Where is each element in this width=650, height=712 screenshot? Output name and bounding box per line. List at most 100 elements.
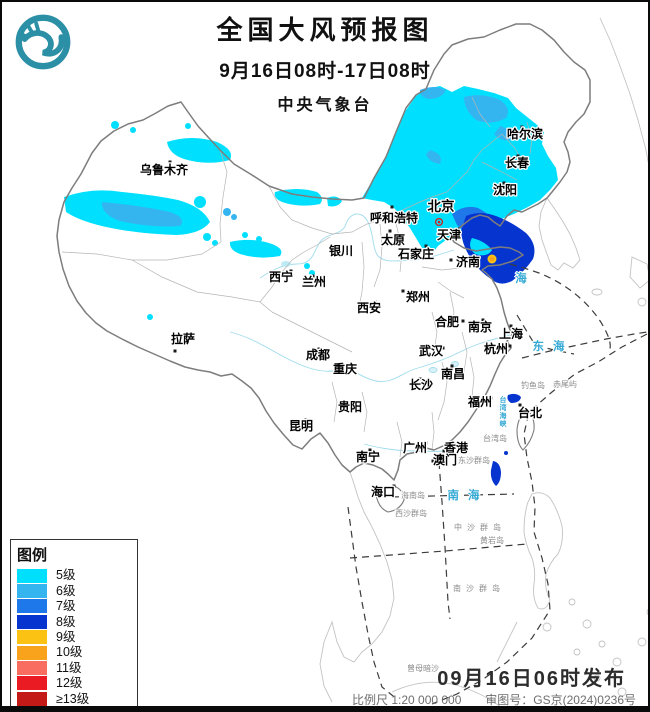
city-label: 长沙 [409,377,433,392]
city-label: 济南 [456,254,480,269]
dragon-logo-icon [15,14,71,70]
capital-marker [434,217,444,227]
sea-dashed-lines [347,263,648,705]
city-marker [424,441,428,445]
city-label-capital: 北京 [428,198,455,214]
city-label: 杭州 [484,341,508,356]
wind-patches [64,86,558,486]
city-marker [418,377,422,381]
city-marker [424,244,428,248]
city-marker [442,449,446,453]
city-marker [489,396,493,400]
legend-row: 12级 [17,676,131,691]
city-marker [456,227,460,231]
island-label: 钓鱼岛 [521,380,545,390]
city-label: 郑州 [406,289,430,304]
legend-swatch [17,568,47,583]
legend-swatch [17,661,47,676]
city-marker [168,160,172,164]
city-marker [289,269,293,273]
city-label: 天津 [437,227,461,242]
city-marker [518,403,522,407]
island-label: 赤尾屿 [553,380,577,389]
city-label: 沈阳 [493,182,517,197]
legend-row: 7级 [17,599,131,614]
publish-time: 09月16日06时发布 [437,668,626,690]
legend-label: 11级 [56,660,82,675]
city-label: 成都 [306,347,330,362]
city-label: 西宁 [269,269,293,284]
approval-label: 审图号：GS京(2024)0236号 [485,693,636,707]
island-label: 台湾岛 [483,433,507,443]
city-label: 呼和浩特 [370,210,418,225]
city-label: 昆明 [289,419,313,433]
island-label: 东沙群岛 [458,455,490,465]
legend-row: 9级 [17,630,131,645]
city-label: 西安 [357,300,381,315]
city-marker [520,125,524,129]
legend-box: 图例 5级 6级 7级 8级 9级 10级 11级 12级 ≥13级 [10,539,138,706]
legend-label: 9级 [56,630,76,644]
city-label: 澳门 [433,452,457,467]
city-marker [508,344,512,348]
legend-title: 图例 [17,547,48,564]
legend-row: 11级 [17,660,131,676]
city-marker [342,244,346,248]
city-marker [441,346,445,350]
city-label: 拉萨 [171,331,195,346]
island-label: 西沙群岛 [395,508,427,518]
sea-label: 海 [515,271,527,285]
legend-row: 6级 [17,583,131,599]
map-meta-row: 比例尺 1:20 000 000 审图号：GS京(2024)0236号 [352,691,636,707]
legend-label: 6级 [56,583,76,598]
city-marker [311,274,315,278]
island-label: 曾母暗沙 [407,663,439,673]
city-label: 南昌 [441,366,465,381]
island-label: 海南岛 [401,490,425,500]
city-label: 长春 [505,155,530,170]
rivers [229,213,511,452]
city-label: 太原 [381,232,405,247]
legend-swatch [17,691,47,706]
city-marker [449,258,453,262]
province-borders [61,96,533,458]
city-marker [431,459,435,463]
china-border [56,23,591,513]
legend-swatch [17,630,47,645]
city-marker [390,205,394,209]
legend-label: 10级 [56,645,83,660]
city-label: 乌鲁木齐 [140,162,189,177]
legend-row: 8级 [17,614,131,629]
city-label: 兰州 [302,274,326,289]
legend-label: ≥13级 [56,691,90,706]
city-marker [368,448,372,452]
city-label: 重庆 [333,361,357,376]
city-label: 海口 [371,484,395,499]
city-marker [502,181,506,185]
foreign-coasts [319,17,648,706]
city-marker [304,418,308,422]
city-label: 南宁 [356,449,380,464]
city-marker [392,484,396,488]
legend-row: 5级 [17,568,131,583]
island-label: 黄岩岛 [480,535,504,545]
legend-swatch [17,645,47,660]
city-marker [173,349,177,353]
city-marker [317,347,321,351]
legend-row: ≥13级 [17,691,131,706]
sea-label: 南海 [448,488,489,502]
city-label: 贵阳 [338,399,362,414]
city-marker [373,300,377,304]
city-marker [346,401,350,405]
city-marker [335,365,339,369]
city-label: 福州 [467,394,492,409]
legend-swatch [17,599,47,614]
legend-label: 7级 [56,599,76,614]
island-label: 中沙群岛 [454,522,506,532]
legend-label: 5级 [56,568,76,583]
